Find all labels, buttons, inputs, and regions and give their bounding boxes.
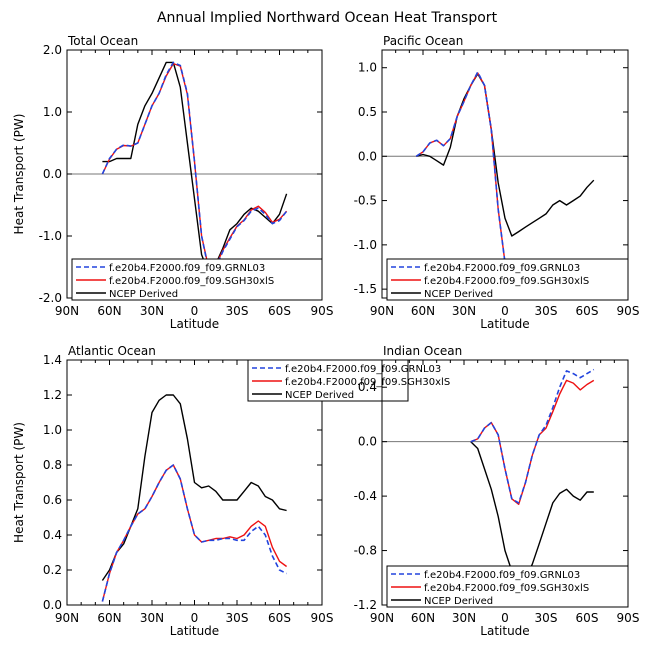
figure-title: Annual Implied Northward Ocean Heat Tran… xyxy=(157,10,498,26)
x-tick-label: 60S xyxy=(268,611,291,625)
x-axis-label: Latitude xyxy=(480,317,529,331)
x-tick-label: 90N xyxy=(370,304,394,318)
x-tick-label: 30S xyxy=(535,304,558,318)
x-tick-label: 0 xyxy=(501,304,509,318)
x-tick-label: 0 xyxy=(501,611,509,625)
y-tick-label: -1.2 xyxy=(354,598,377,612)
x-tick-label: 60S xyxy=(268,304,291,318)
series-line-3 xyxy=(416,73,595,237)
x-tick-label: 90S xyxy=(311,611,334,625)
x-tick-label: 30S xyxy=(226,611,249,625)
series-line-1 xyxy=(470,368,595,504)
panel-pacific-ocean: Pacific Ocean 90N 60N 30N 0 30S 60S 90S -1.5 -1.0… xyxy=(354,34,640,331)
x-tick-label: 30N xyxy=(140,611,164,625)
series-line-3 xyxy=(101,394,287,581)
x-tick-label: 30N xyxy=(452,611,476,625)
y-axis-label: Heat Transport (PW) xyxy=(12,114,26,235)
legend-label: f.e20b4.F2000.f09_f09.SGH30xlS xyxy=(424,583,589,594)
y-tick-label: 0.4 xyxy=(358,380,377,394)
legend-label: f.e20b4.F2000.f09_f09.GRNL03 xyxy=(285,364,441,375)
y-tick-label: 1.0 xyxy=(358,61,377,75)
series-line-2 xyxy=(101,62,288,269)
x-tick-label: 60N xyxy=(97,304,121,318)
panel-indian-ocean: Indian Ocean 90N 60N 30N 0 30S 60S 90S -1.2 -0.8 -… xyxy=(354,344,640,638)
legend-box xyxy=(386,258,629,301)
y-tick-label: 1.0 xyxy=(43,423,62,437)
y-tick-label: -0.5 xyxy=(354,194,377,208)
x-axis-label: Latitude xyxy=(480,624,529,638)
y-tick-label: 0.6 xyxy=(43,493,62,507)
series-line-2 xyxy=(470,379,595,505)
x-tick-label: 0 xyxy=(191,304,199,318)
y-tick-label: 0.0 xyxy=(43,598,62,612)
panel-total-ocean: Total Ocean 90N 60N 30N 0 30S 60S 90S -2.0 -1.0 0.… xyxy=(12,34,333,331)
y-tick-label: -1.0 xyxy=(39,229,62,243)
y-tick-label: 1.2 xyxy=(43,388,62,402)
x-tick-label: 90N xyxy=(55,611,79,625)
x-tick-label: 60N xyxy=(411,611,435,625)
legend: f.e20b4.F2000.f09_f09.GRNL03 f.e20b4.F200… xyxy=(386,565,629,608)
y-tick-label: 0.8 xyxy=(43,458,62,472)
y-tick-label: 0.0 xyxy=(358,149,377,163)
panel-atlantic-ocean: Atlantic Ocean 90N 60N 30N 0 30S 60S 90S 0.0 0.2 0… xyxy=(12,344,450,638)
legend: f.e20b4.F2000.f09_f09.GRNL03 f.e20b4.F200… xyxy=(386,258,629,301)
y-tick-label: 0.0 xyxy=(358,435,377,449)
legend-label: f.e20b4.F2000.f09_f09.GRNL03 xyxy=(424,570,580,581)
panel-title: Atlantic Ocean xyxy=(68,344,156,358)
legend-label: f.e20b4.F2000.f09_f09.GRNL03 xyxy=(424,263,580,274)
x-tick-label: 30S xyxy=(226,304,249,318)
legend-label: f.e20b4.F2000.f09_f09.GRNL03 xyxy=(109,263,265,274)
x-tick-label: 60N xyxy=(411,304,435,318)
x-axis-label: Latitude xyxy=(170,317,219,331)
series-line-3 xyxy=(470,441,594,586)
legend-label: NCEP Derived xyxy=(424,289,493,300)
y-tick-label: -2.0 xyxy=(39,291,62,305)
y-tick-label: -1.5 xyxy=(354,282,377,296)
y-axis-label: Heat Transport (PW) xyxy=(12,422,26,543)
legend-label: NCEP Derived xyxy=(285,390,354,401)
y-tick-label: 2.0 xyxy=(43,43,62,57)
panel-title: Total Ocean xyxy=(67,34,138,48)
x-tick-label: 90N xyxy=(370,611,394,625)
series-line-2 xyxy=(101,464,288,602)
y-tick-label: -0.4 xyxy=(354,489,377,503)
y-tick-label: 0.2 xyxy=(43,563,62,577)
legend-label: f.e20b4.F2000.f09_f09.SGH30xlS xyxy=(285,377,450,388)
x-tick-label: 90S xyxy=(617,611,640,625)
y-tick-label: 1.4 xyxy=(43,353,62,367)
series-line-3 xyxy=(102,61,288,274)
x-tick-label: 90S xyxy=(311,304,334,318)
legend-label: f.e20b4.F2000.f09_f09.SGH30xlS xyxy=(109,276,274,287)
legend-box xyxy=(71,258,323,301)
x-tick-label: 60N xyxy=(97,611,121,625)
legend: f.e20b4.F2000.f09_f09.GRNL03 f.e20b4.F200… xyxy=(71,258,323,301)
x-tick-label: 60S xyxy=(576,304,599,318)
x-axis-label: Latitude xyxy=(170,624,219,638)
x-tick-label: 30S xyxy=(535,611,558,625)
y-tick-label: 1.0 xyxy=(43,105,62,119)
legend-box xyxy=(386,565,629,608)
panel-title: Indian Ocean xyxy=(383,344,462,358)
legend-label: f.e20b4.F2000.f09_f09.SGH30xlS xyxy=(424,276,589,287)
x-tick-label: 90S xyxy=(617,304,640,318)
x-tick-label: 0 xyxy=(191,611,199,625)
legend: f.e20b4.F2000.f09_f09.GRNL03 f.e20b4.F200… xyxy=(247,359,450,402)
panel-title: Pacific Ocean xyxy=(383,34,463,48)
legend-label: NCEP Derived xyxy=(424,596,493,607)
y-tick-label: -0.8 xyxy=(354,544,377,558)
y-tick-label: 0.0 xyxy=(43,167,62,181)
x-tick-label: 90N xyxy=(55,304,79,318)
y-tick-label: 0.4 xyxy=(43,528,62,542)
x-tick-label: 60S xyxy=(576,611,599,625)
legend-label: NCEP Derived xyxy=(109,289,178,300)
series-line-1 xyxy=(101,464,287,602)
y-tick-label: 0.5 xyxy=(358,105,377,119)
x-tick-label: 30N xyxy=(140,304,164,318)
x-tick-label: 30N xyxy=(452,304,476,318)
y-tick-label: -1.0 xyxy=(354,238,377,252)
series-line-1 xyxy=(101,61,288,271)
